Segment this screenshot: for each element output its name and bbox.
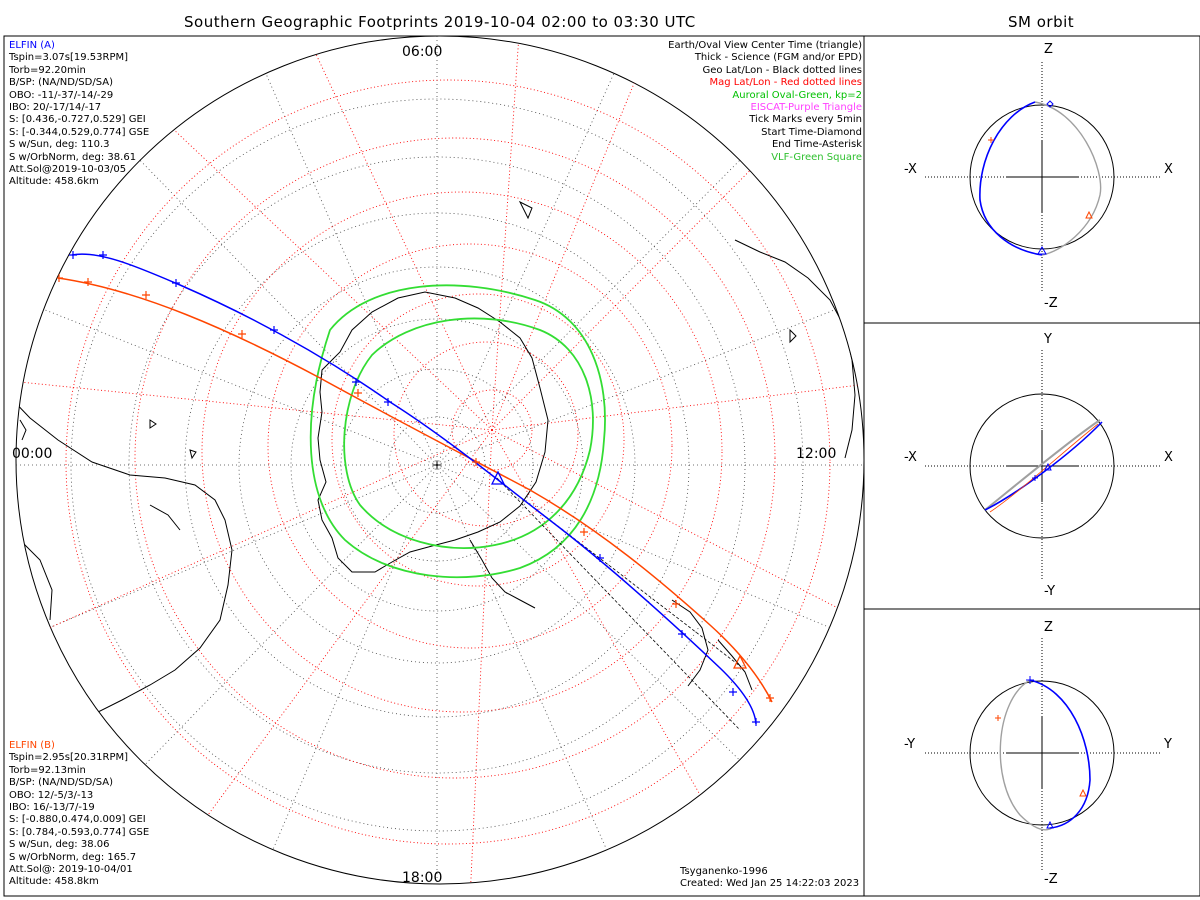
info-line: OBO: -11/-37/-14/-29 bbox=[9, 89, 114, 101]
elfin-b-info: ELFIN (B) Tspin=2.95s[20.31RPM] Torb=92.… bbox=[9, 740, 149, 889]
elfin-b-name: ELFIN (B) bbox=[9, 740, 55, 751]
info-line: S w/OrbNorm, deg: 38.61 bbox=[9, 151, 137, 163]
info-line: Att.Sol@: 2019-10-04/01 bbox=[9, 864, 133, 876]
auroral-ovals bbox=[309, 284, 606, 579]
legend-item: Geo Lat/Lon - Black dotted lines bbox=[702, 64, 862, 76]
panel1-left-label: -X bbox=[904, 162, 917, 177]
elfin-b-track bbox=[57, 277, 773, 703]
info-line: S: [-0.344,0.529,0.774] GSE bbox=[9, 126, 150, 138]
panel3-left-label: -Y bbox=[904, 737, 916, 752]
legend-item: Thick - Science (FGM and/or EPD) bbox=[694, 52, 862, 64]
panel1-top-label: Z bbox=[1044, 42, 1053, 57]
info-line: Tspin=2.95s[20.31RPM] bbox=[9, 752, 129, 764]
legend-item: Auroral Oval-Green, kp=2 bbox=[732, 89, 862, 101]
legend-item: VLF-Green Square bbox=[771, 151, 862, 163]
info-line: S w/Sun, deg: 110.3 bbox=[9, 139, 110, 151]
info-line: B/SP: (NA/ND/SD/SA) bbox=[9, 777, 113, 789]
sm-panel-yz bbox=[925, 638, 1160, 870]
info-line: S w/OrbNorm, deg: 165.7 bbox=[9, 851, 137, 863]
legend-item: Tick Marks every 5min bbox=[749, 114, 862, 126]
legend: Earth/Oval View Center Time (triangle) T… bbox=[668, 40, 862, 164]
elfin-a-name: ELFIN (A) bbox=[9, 40, 55, 51]
sm-panel-xy bbox=[925, 350, 1160, 580]
panel3-bottom-label: -Z bbox=[1044, 872, 1058, 887]
model-label: Tsyganenko-1996 bbox=[680, 866, 768, 877]
sm-panel-xz bbox=[925, 62, 1160, 292]
info-line: S: [0.784,-0.593,0.774] GSE bbox=[9, 826, 150, 838]
panel1-bottom-label: -Z bbox=[1044, 296, 1058, 311]
panel3-right-label: Y bbox=[1164, 737, 1172, 752]
mag-grid bbox=[16, 36, 864, 884]
legend-item: EISCAT-Purple Triangle bbox=[750, 102, 863, 114]
info-line: Torb=92.13min bbox=[9, 764, 86, 776]
hour-label-left: 00:00 bbox=[12, 446, 53, 462]
earth-limb bbox=[15, 35, 865, 885]
info-line: S: [0.436,-0.727,0.529] GEI bbox=[9, 114, 146, 126]
panel2-left-label: -X bbox=[904, 450, 917, 465]
panel2-bottom-label: -Y bbox=[1044, 584, 1056, 599]
legend-item: End Time-Asterisk bbox=[771, 139, 862, 151]
info-line: Altitude: 458.8km bbox=[9, 876, 99, 888]
legend-item: Start Time-Diamond bbox=[761, 126, 862, 138]
info-line: S: [-0.880,0.474,0.009] GEI bbox=[9, 814, 146, 826]
hour-label-bottom: 18:00 bbox=[402, 870, 443, 886]
hour-label-right: 12:00 bbox=[796, 446, 837, 462]
elfin-a-track bbox=[71, 253, 757, 725]
hour-label-top: 06:00 bbox=[402, 44, 443, 60]
main-title: Southern Geographic Footprints 2019-10-0… bbox=[184, 13, 696, 31]
info-line: IBO: 16/-13/7/-19 bbox=[9, 802, 95, 814]
panel2-top-label: Y bbox=[1044, 332, 1052, 347]
info-line: Altitude: 458.6km bbox=[9, 176, 99, 188]
panel1-right-label: X bbox=[1164, 162, 1173, 177]
legend-item: Earth/Oval View Center Time (triangle) bbox=[668, 40, 862, 51]
info-line: B/SP: (NA/ND/SD/SA) bbox=[9, 77, 113, 89]
legend-item: Mag Lat/Lon - Red dotted lines bbox=[709, 77, 862, 89]
info-line: Torb=92.20min bbox=[9, 64, 86, 76]
info-line: OBO: 12/-5/3/-13 bbox=[9, 789, 94, 801]
info-line: Att.Sol@2019-10-03/05 bbox=[9, 164, 127, 176]
created-label: Created: Wed Jan 25 14:22:03 2023 bbox=[680, 878, 860, 890]
info-line: Tspin=3.07s[19.53RPM] bbox=[9, 52, 129, 64]
info-line: IBO: 20/-17/14/-17 bbox=[9, 102, 102, 114]
info-line: S w/Sun, deg: 38.06 bbox=[9, 839, 110, 851]
sm-orbit-title: SM orbit bbox=[1008, 13, 1075, 31]
geo-grid bbox=[16, 36, 864, 884]
credit: Tsyganenko-1996 Created: Wed Jan 25 14:2… bbox=[680, 866, 859, 891]
panel3-top-label: Z bbox=[1044, 620, 1053, 635]
coastlines bbox=[16, 189, 856, 791]
elfin-a-info: ELFIN (A) Tspin=3.07s[19.53RPM] Torb=92.… bbox=[9, 40, 149, 189]
panel2-right-label: X bbox=[1164, 450, 1173, 465]
